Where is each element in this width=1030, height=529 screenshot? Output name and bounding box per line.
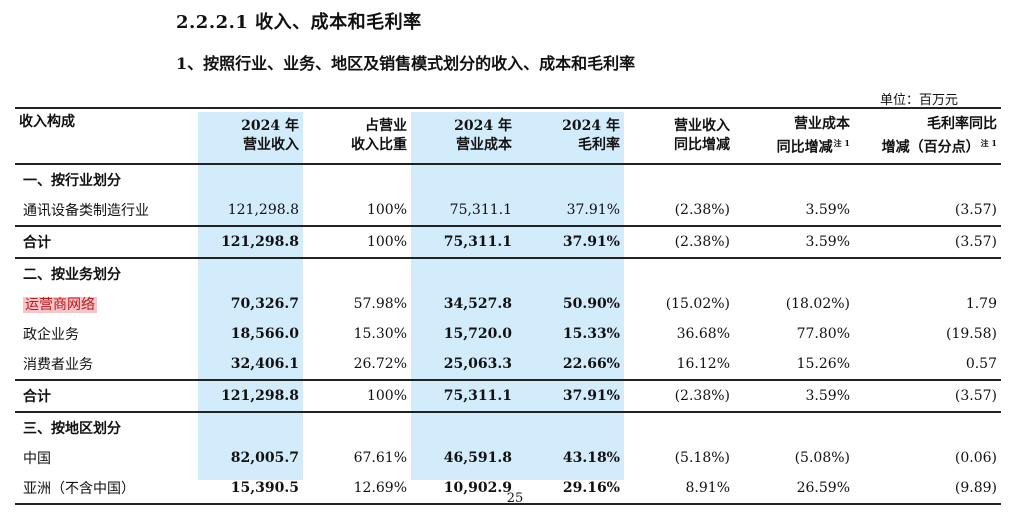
unit-label: 单位：百万元 xyxy=(880,93,959,108)
gm-yoy-cell: 0.57 xyxy=(965,356,997,372)
cost-cell: 75,311.1 xyxy=(411,379,516,413)
cost-yoy-cell: 3.59% xyxy=(805,202,850,218)
share-cell: 26.72% xyxy=(353,356,407,372)
group-title: 二、按业务划分 xyxy=(23,267,121,283)
section-title: 2.2.2.1 收入、成本和毛利率 xyxy=(176,12,422,33)
table-row: 通讯设备类制造行业 121,298.8 100% 75,311.1 37.91%… xyxy=(15,195,1001,226)
gm-cell: 37.91% xyxy=(566,202,620,218)
cost-yoy-cell: 3.59% xyxy=(734,225,854,259)
header-share: 占营业 收入比重 xyxy=(303,107,411,165)
rev-yoy-cell: 8.91% xyxy=(624,473,734,505)
row-label: 合计 xyxy=(15,379,198,413)
cost-cell: 34,527.8 xyxy=(443,296,512,312)
gm-cell: 50.90% xyxy=(562,296,620,312)
table-row: 消费者业务 32,406.1 26.72% 25,063.3 22.66% 16… xyxy=(15,349,1001,380)
total-row: 合计 121,298.8 100% 75,311.1 37.91% (2.38%… xyxy=(15,379,1001,413)
row-label: 合计 xyxy=(15,225,198,259)
row-label: 通讯设备类制造行业 xyxy=(23,203,149,219)
gm-yoy-cell: (3.57) xyxy=(854,225,1001,259)
revenue-cell: 121,298.8 xyxy=(227,202,299,218)
share-cell: 100% xyxy=(303,379,411,413)
cost-yoy-cell: 3.59% xyxy=(734,379,854,413)
table-row: 运营商网络 70,326.7 57.98% 34,527.8 50.90% (1… xyxy=(15,289,1001,319)
rev-yoy-cell: (5.18%) xyxy=(674,450,730,466)
gm-cell: 15.33% xyxy=(562,326,620,342)
revenue-cell: 18,566.0 xyxy=(230,326,299,342)
share-cell: 100% xyxy=(303,225,411,259)
revenue-column-highlight xyxy=(198,112,303,480)
gm-cell: 22.66% xyxy=(562,356,620,372)
cost-yoy-cell: (5.08%) xyxy=(794,450,850,466)
rev-yoy-cell: (2.38%) xyxy=(624,379,734,413)
group-row-region: 三、按地区划分 xyxy=(15,412,1001,443)
cost-cell: 10,902.9 xyxy=(411,473,516,505)
revenue-cell: 15,390.5 xyxy=(198,473,303,505)
cost-yoy-cell: 77.80% xyxy=(796,326,850,342)
table-row: 政企业务 18,566.0 15.30% 15,720.0 15.33% 36.… xyxy=(15,319,1001,349)
rev-yoy-cell: 16.12% xyxy=(676,356,730,372)
group-title: 一、按行业划分 xyxy=(23,173,121,189)
gm-yoy-cell: (3.57) xyxy=(954,202,997,218)
share-cell: 67.61% xyxy=(353,450,407,466)
cost-cell: 75,311.1 xyxy=(411,225,516,259)
row-label: 运营商网络 xyxy=(15,289,198,319)
header-cost: 2024 年营业成本 xyxy=(411,107,516,165)
revenue-cost-margin-table: 收入构成 2024 年营业收入 占营业 收入比重 2024 年营业成本 2024 … xyxy=(15,107,1001,505)
rev-yoy-cell: 36.68% xyxy=(676,326,730,342)
cost-gm-column-highlight xyxy=(411,112,624,480)
cost-cell: 46,591.8 xyxy=(443,450,512,466)
revenue-cell: 121,298.8 xyxy=(198,379,303,413)
share-cell: 100% xyxy=(366,202,407,218)
revenue-cell: 70,326.7 xyxy=(230,296,299,312)
header-cost-yoy: 营业成本 同比增减注 1 xyxy=(734,107,854,165)
row-label: 亚洲（不含中国） xyxy=(15,473,198,505)
gm-yoy-cell: (0.06) xyxy=(954,450,997,466)
gm-yoy-cell: 1.79 xyxy=(965,296,997,312)
table-subtitle: 1、按照行业、业务、地区及销售模式划分的收入、成本和毛利率 xyxy=(176,54,636,73)
revenue-cell: 121,298.8 xyxy=(198,225,303,259)
highlighted-label: 运营商网络 xyxy=(23,297,97,313)
table-row: 亚洲（不含中国） 15,390.5 12.69% 10,902.9 29.16%… xyxy=(15,473,1001,505)
row-label: 政企业务 xyxy=(23,327,79,343)
gm-cell: 37.91% xyxy=(516,225,624,259)
rev-yoy-cell: (2.38%) xyxy=(624,225,734,259)
row-label: 中国 xyxy=(23,451,51,467)
header-composition: 收入构成 xyxy=(15,107,198,165)
revenue-cell: 82,005.7 xyxy=(230,450,299,466)
cost-yoy-cell: 26.59% xyxy=(734,473,854,505)
header-revenue: 2024 年营业收入 xyxy=(198,107,303,165)
share-cell: 15.30% xyxy=(353,326,407,342)
share-cell: 57.98% xyxy=(353,296,407,312)
table-header-row: 收入构成 2024 年营业收入 占营业 收入比重 2024 年营业成本 2024 … xyxy=(15,107,1001,165)
rev-yoy-cell: (15.02%) xyxy=(665,296,730,312)
cost-yoy-cell: 15.26% xyxy=(796,356,850,372)
row-label: 消费者业务 xyxy=(23,357,93,373)
header-revenue-yoy: 营业收入 同比增减 xyxy=(624,107,734,165)
header-gm-yoy: 毛利率同比 增减（百分点）注 1 xyxy=(854,107,1001,165)
gm-yoy-cell: (9.89) xyxy=(854,473,1001,505)
header-gross-margin: 2024 年毛利率 xyxy=(516,107,624,165)
cost-cell: 75,311.1 xyxy=(449,202,512,218)
cost-yoy-cell: (18.02%) xyxy=(785,296,850,312)
footnote-marker: 注 1 xyxy=(980,137,997,148)
total-row: 合计 121,298.8 100% 75,311.1 37.91% (2.38%… xyxy=(15,225,1001,259)
group-row-business: 二、按业务划分 xyxy=(15,258,1001,289)
group-row-industry: 一、按行业划分 xyxy=(15,164,1001,195)
revenue-cell: 32,406.1 xyxy=(230,356,299,372)
cost-cell: 25,063.3 xyxy=(443,356,512,372)
table-row: 中国 82,005.7 67.61% 46,591.8 43.18% (5.18… xyxy=(15,443,1001,473)
gm-yoy-cell: (3.57) xyxy=(854,379,1001,413)
gm-cell: 29.16% xyxy=(516,473,624,505)
gm-cell: 43.18% xyxy=(562,450,620,466)
group-title: 三、按地区划分 xyxy=(23,421,121,437)
rev-yoy-cell: (2.38%) xyxy=(674,202,730,218)
cost-cell: 15,720.0 xyxy=(443,326,512,342)
gm-cell: 37.91% xyxy=(516,379,624,413)
footnote-marker: 注 1 xyxy=(833,137,850,148)
gm-yoy-cell: (19.58) xyxy=(945,326,997,342)
share-cell: 12.69% xyxy=(303,473,411,505)
